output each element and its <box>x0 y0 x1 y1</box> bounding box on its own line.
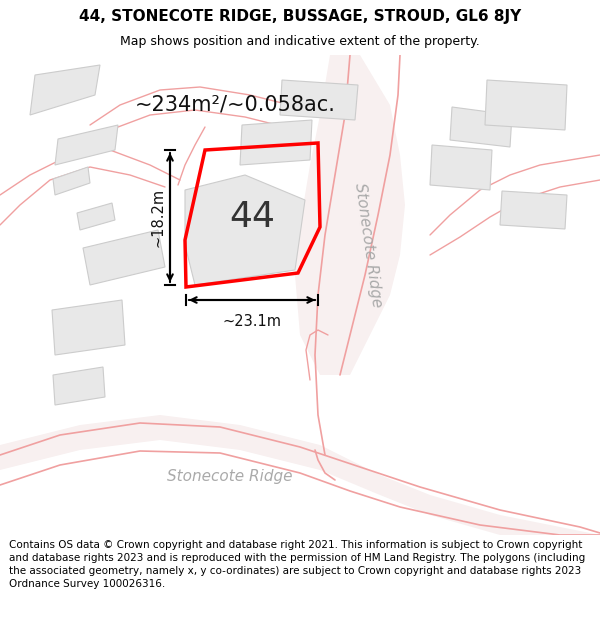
Polygon shape <box>30 65 100 115</box>
Polygon shape <box>500 191 567 229</box>
Polygon shape <box>53 167 90 195</box>
Polygon shape <box>240 120 312 165</box>
Text: Stonecote Ridge: Stonecote Ridge <box>167 469 293 484</box>
Text: Stonecote Ridge: Stonecote Ridge <box>352 182 384 308</box>
Polygon shape <box>430 145 492 190</box>
Polygon shape <box>0 415 600 535</box>
Polygon shape <box>485 80 567 130</box>
Polygon shape <box>280 80 358 120</box>
Polygon shape <box>52 300 125 355</box>
Text: 44, STONECOTE RIDGE, BUSSAGE, STROUD, GL6 8JY: 44, STONECOTE RIDGE, BUSSAGE, STROUD, GL… <box>79 9 521 24</box>
Text: Map shows position and indicative extent of the property.: Map shows position and indicative extent… <box>120 35 480 48</box>
Polygon shape <box>77 203 115 230</box>
Polygon shape <box>83 230 165 285</box>
Polygon shape <box>53 367 105 405</box>
Text: ~18.2m: ~18.2m <box>151 188 166 247</box>
Text: ~23.1m: ~23.1m <box>223 314 281 329</box>
Text: Contains OS data © Crown copyright and database right 2021. This information is : Contains OS data © Crown copyright and d… <box>9 539 585 589</box>
Text: 44: 44 <box>229 200 275 234</box>
Polygon shape <box>295 55 405 375</box>
Polygon shape <box>185 175 305 285</box>
Text: ~234m²/~0.058ac.: ~234m²/~0.058ac. <box>134 95 335 115</box>
Polygon shape <box>450 107 512 147</box>
Polygon shape <box>55 125 118 165</box>
